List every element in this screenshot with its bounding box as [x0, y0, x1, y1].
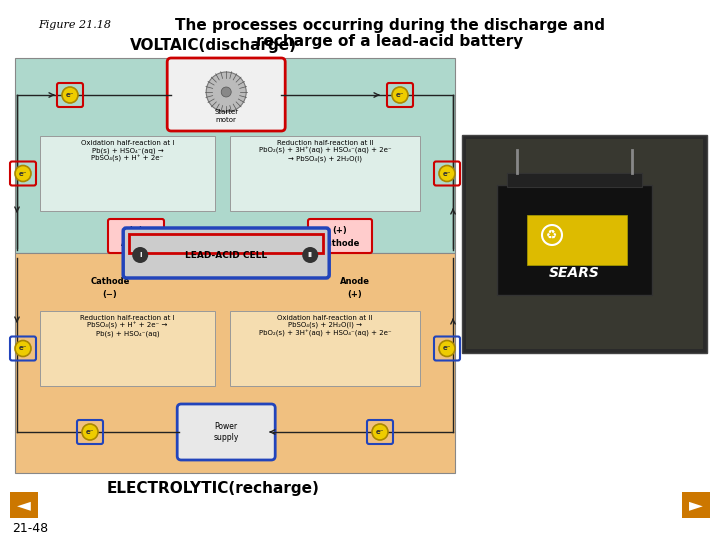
- Text: Reduction half-reaction at II
PbO₂(s) + 3H⁺(aq) + HSO₄⁻(aq) + 2e⁻
→ PbSO₄(s) + 2: Reduction half-reaction at II PbO₂(s) + …: [258, 140, 391, 162]
- Circle shape: [439, 165, 455, 181]
- Text: SEARS: SEARS: [549, 266, 600, 280]
- Circle shape: [15, 165, 31, 181]
- Text: e⁻: e⁻: [19, 346, 27, 352]
- Text: The processes occurring during the discharge and: The processes occurring during the disch…: [175, 18, 605, 33]
- Bar: [462, 135, 707, 353]
- Text: (−): (−): [103, 290, 117, 299]
- FancyBboxPatch shape: [108, 219, 164, 253]
- Circle shape: [221, 87, 231, 97]
- Circle shape: [62, 87, 78, 103]
- Bar: [230, 136, 420, 211]
- Circle shape: [439, 341, 455, 356]
- FancyBboxPatch shape: [123, 228, 329, 278]
- Text: II: II: [307, 252, 312, 258]
- Text: Reduction half-reaction at I
PbSO₄(s) + H⁺ + 2e⁻ →
Pb(s) + HSO₄⁻(aq): Reduction half-reaction at I PbSO₄(s) + …: [80, 315, 175, 337]
- Circle shape: [132, 247, 148, 263]
- Bar: [40, 311, 215, 386]
- Bar: [40, 136, 215, 211]
- FancyBboxPatch shape: [177, 404, 275, 460]
- Text: I: I: [139, 252, 141, 258]
- Text: e⁻: e⁻: [66, 92, 74, 98]
- Text: e⁻: e⁻: [19, 171, 27, 177]
- Text: e⁻: e⁻: [443, 346, 451, 352]
- Bar: [230, 311, 420, 386]
- Text: e⁻: e⁻: [443, 171, 451, 177]
- Circle shape: [82, 424, 98, 440]
- Text: Anode: Anode: [121, 239, 151, 247]
- Text: recharge of a lead-acid battery: recharge of a lead-acid battery: [256, 34, 523, 49]
- Text: VOLTAIC(discharge): VOLTAIC(discharge): [130, 38, 297, 53]
- Circle shape: [15, 341, 31, 356]
- Text: e⁻: e⁻: [86, 429, 94, 435]
- Text: e⁻: e⁻: [396, 92, 404, 98]
- Bar: [466, 139, 703, 349]
- Text: (+): (+): [333, 226, 347, 235]
- Text: ♻: ♻: [546, 228, 557, 241]
- Bar: [497, 185, 652, 295]
- Bar: [682, 492, 710, 518]
- Text: Oxidation half-reaction at I
Pb(s) + HSO₄⁻(aq) →
PbSO₄(s) + H⁺ + 2e⁻: Oxidation half-reaction at I Pb(s) + HSO…: [81, 140, 174, 162]
- Text: LEAD-ACID CELL: LEAD-ACID CELL: [185, 251, 267, 260]
- Bar: [15, 253, 455, 473]
- Circle shape: [392, 87, 408, 103]
- Text: Oxidation half-reaction at II
PbSO₄(s) + 2H₂O(l) →
PbO₂(s) + 3H⁺(aq) + HSO₄⁻(aq): Oxidation half-reaction at II PbSO₄(s) +…: [258, 315, 391, 337]
- Text: Figure 21.18: Figure 21.18: [38, 20, 111, 30]
- Text: Power
supply: Power supply: [214, 422, 239, 442]
- Text: ►: ►: [689, 496, 703, 514]
- Bar: [129, 234, 323, 253]
- Text: e⁻: e⁻: [376, 429, 384, 435]
- Text: 21-48: 21-48: [12, 522, 48, 535]
- Bar: [527, 215, 627, 265]
- Text: Cathode: Cathode: [320, 239, 360, 247]
- Bar: [507, 173, 642, 187]
- Bar: [15, 58, 455, 253]
- Text: (+): (+): [348, 290, 362, 299]
- Circle shape: [302, 247, 318, 263]
- Text: Cathode: Cathode: [90, 277, 130, 286]
- Circle shape: [372, 424, 388, 440]
- FancyBboxPatch shape: [167, 58, 285, 131]
- Circle shape: [206, 72, 246, 112]
- Text: Anode: Anode: [340, 277, 370, 286]
- Text: Starter
motor: Starter motor: [214, 110, 238, 123]
- Bar: [10, 492, 38, 518]
- FancyBboxPatch shape: [308, 219, 372, 253]
- Text: ◄: ◄: [17, 496, 31, 514]
- Text: (−): (−): [129, 226, 143, 235]
- Text: ELECTROLYTIC(recharge): ELECTROLYTIC(recharge): [107, 481, 320, 496]
